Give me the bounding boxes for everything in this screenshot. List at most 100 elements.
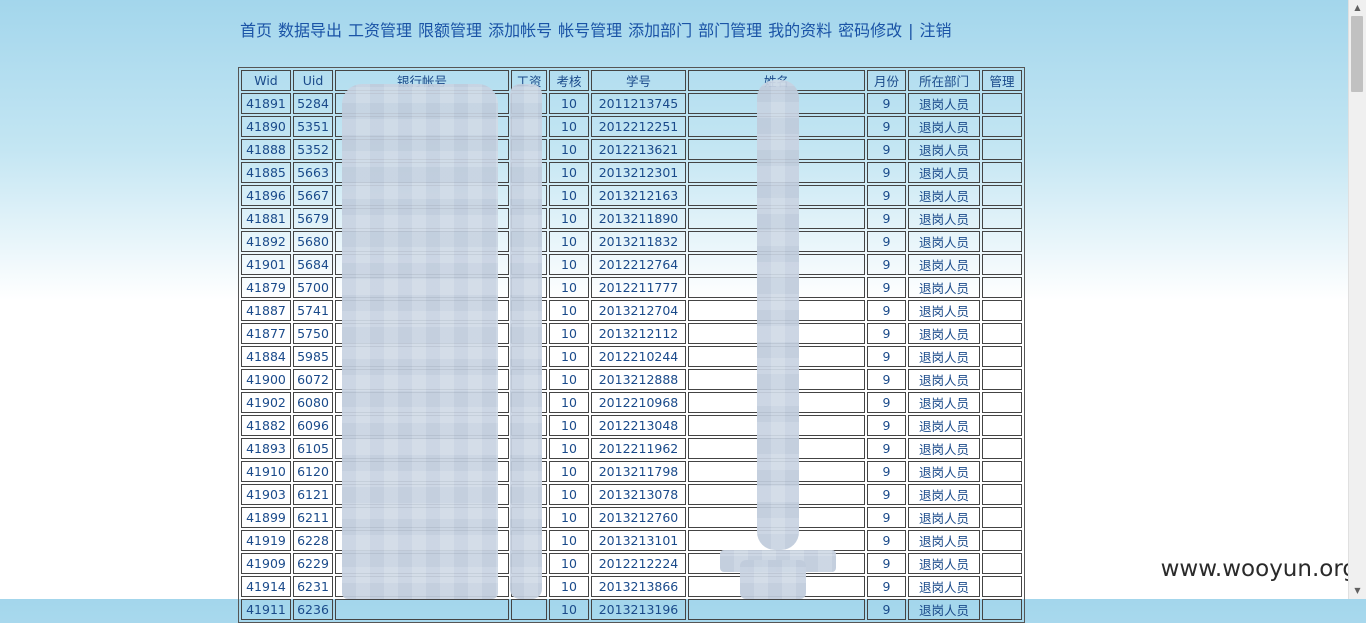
cell-salary (511, 415, 547, 436)
cell-manage[interactable] (982, 254, 1022, 275)
column-header-uid: Uid (293, 70, 333, 91)
cell-manage[interactable] (982, 185, 1022, 206)
cell-department: 退岗人员 (908, 208, 980, 229)
cell-manage[interactable] (982, 300, 1022, 321)
scroll-up-arrow-icon[interactable]: ▲ (1354, 3, 1361, 12)
cell-month: 9 (867, 461, 906, 482)
cell-wid: 41903 (241, 484, 291, 505)
cell-bank-account (335, 438, 509, 459)
table-row: 41892 5680 10 2013211832 9 退岗人员 (241, 231, 1022, 252)
cell-manage[interactable] (982, 231, 1022, 252)
cell-wid: 41909 (241, 553, 291, 574)
nav-link-2[interactable]: 工资管理 (348, 21, 413, 40)
cell-department: 退岗人员 (908, 484, 980, 505)
cell-assessment: 10 (549, 484, 589, 505)
table-row: 41899 6211 10 2013212760 9 退岗人员 (241, 507, 1022, 528)
cell-manage[interactable] (982, 599, 1022, 620)
cell-assessment: 10 (549, 300, 589, 321)
nav-link-logout[interactable]: 注销 (919, 21, 952, 40)
vertical-scrollbar[interactable]: ▲ ▼ (1348, 0, 1366, 599)
cell-manage[interactable] (982, 530, 1022, 551)
cell-department: 退岗人员 (908, 346, 980, 367)
cell-department: 退岗人员 (908, 461, 980, 482)
cell-manage[interactable] (982, 415, 1022, 436)
cell-manage[interactable] (982, 139, 1022, 160)
cell-salary (511, 576, 547, 597)
cell-manage[interactable] (982, 346, 1022, 367)
cell-wid: 41896 (241, 185, 291, 206)
nav-link-3[interactable]: 限额管理 (418, 21, 483, 40)
nav-link-9[interactable]: 密码修改 (838, 21, 903, 40)
cell-wid: 41899 (241, 507, 291, 528)
cell-name (688, 484, 865, 505)
cell-wid: 41888 (241, 139, 291, 160)
nav-link-1[interactable]: 数据导出 (278, 21, 343, 40)
cell-uid: 5351 (293, 116, 333, 137)
cell-manage[interactable] (982, 576, 1022, 597)
cell-department: 退岗人员 (908, 185, 980, 206)
cell-month: 9 (867, 185, 906, 206)
cell-name (688, 231, 865, 252)
nav-link-5[interactable]: 帐号管理 (558, 21, 623, 40)
cell-student-id: 2013213866 (591, 576, 686, 597)
cell-uid: 5667 (293, 185, 333, 206)
cell-manage[interactable] (982, 484, 1022, 505)
nav-separator: | (908, 21, 914, 40)
cell-bank-account (335, 254, 509, 275)
cell-name (688, 277, 865, 298)
cell-manage[interactable] (982, 369, 1022, 390)
nav-link-7[interactable]: 部门管理 (698, 21, 763, 40)
cell-salary (511, 116, 547, 137)
cell-student-id: 2012211962 (591, 438, 686, 459)
cell-manage[interactable] (982, 553, 1022, 574)
nav-link-4[interactable]: 添加帐号 (488, 21, 553, 40)
scroll-down-arrow-icon[interactable]: ▼ (1354, 586, 1361, 595)
scrollbar-thumb[interactable] (1351, 16, 1363, 92)
cell-department: 退岗人员 (908, 300, 980, 321)
cell-department: 退岗人员 (908, 415, 980, 436)
cell-department: 退岗人员 (908, 254, 980, 275)
table-row: 41911 6236 10 2013213196 9 退岗人员 (241, 599, 1022, 620)
cell-manage[interactable] (982, 507, 1022, 528)
cell-bank-account (335, 116, 509, 137)
cell-manage[interactable] (982, 208, 1022, 229)
cell-manage[interactable] (982, 461, 1022, 482)
cell-uid: 6229 (293, 553, 333, 574)
cell-uid: 5741 (293, 300, 333, 321)
nav-link-8[interactable]: 我的资料 (768, 21, 833, 40)
cell-department: 退岗人员 (908, 162, 980, 183)
cell-manage[interactable] (982, 162, 1022, 183)
cell-bank-account (335, 484, 509, 505)
cell-salary (511, 346, 547, 367)
nav-link-6[interactable]: 添加部门 (628, 21, 693, 40)
cell-bank-account (335, 93, 509, 114)
cell-uid: 6236 (293, 599, 333, 620)
cell-name (688, 254, 865, 275)
cell-assessment: 10 (549, 346, 589, 367)
cell-student-id: 2013212888 (591, 369, 686, 390)
cell-manage[interactable] (982, 323, 1022, 344)
cell-name (688, 369, 865, 390)
column-header-department: 所在部门 (908, 70, 980, 91)
cell-uid: 6121 (293, 484, 333, 505)
cell-month: 9 (867, 208, 906, 229)
nav-link-0[interactable]: 首页 (240, 21, 273, 40)
cell-manage[interactable] (982, 392, 1022, 413)
cell-manage[interactable] (982, 116, 1022, 137)
cell-manage[interactable] (982, 93, 1022, 114)
top-nav: 首页 数据导出 工资管理 限额管理 添加帐号 帐号管理 添加部门 部门管理 我的资料 密码修改 | 注… (240, 17, 958, 41)
cell-wid: 41892 (241, 231, 291, 252)
cell-salary (511, 438, 547, 459)
table-row: 41887 5741 10 2013212704 9 退岗人员 (241, 300, 1022, 321)
cell-student-id: 2012210968 (591, 392, 686, 413)
cell-student-id: 2013212163 (591, 185, 686, 206)
salary-table-wrapper: Wid Uid 银行帐号 工资 考核 学号 姓名 月份 所在部门 管理 41891 5284 10 20… (238, 67, 1025, 623)
cell-manage[interactable] (982, 277, 1022, 298)
cell-manage[interactable] (982, 438, 1022, 459)
table-row: 41910 6120 10 2013211798 9 退岗人员 (241, 461, 1022, 482)
table-row: 41891 5284 10 2011213745 9 退岗人员 (241, 93, 1022, 114)
column-header-student-id: 学号 (591, 70, 686, 91)
cell-assessment: 10 (549, 208, 589, 229)
table-row: 41879 5700 10 2012211777 9 退岗人员 (241, 277, 1022, 298)
table-row: 41902 6080 10 2012210968 9 退岗人员 (241, 392, 1022, 413)
